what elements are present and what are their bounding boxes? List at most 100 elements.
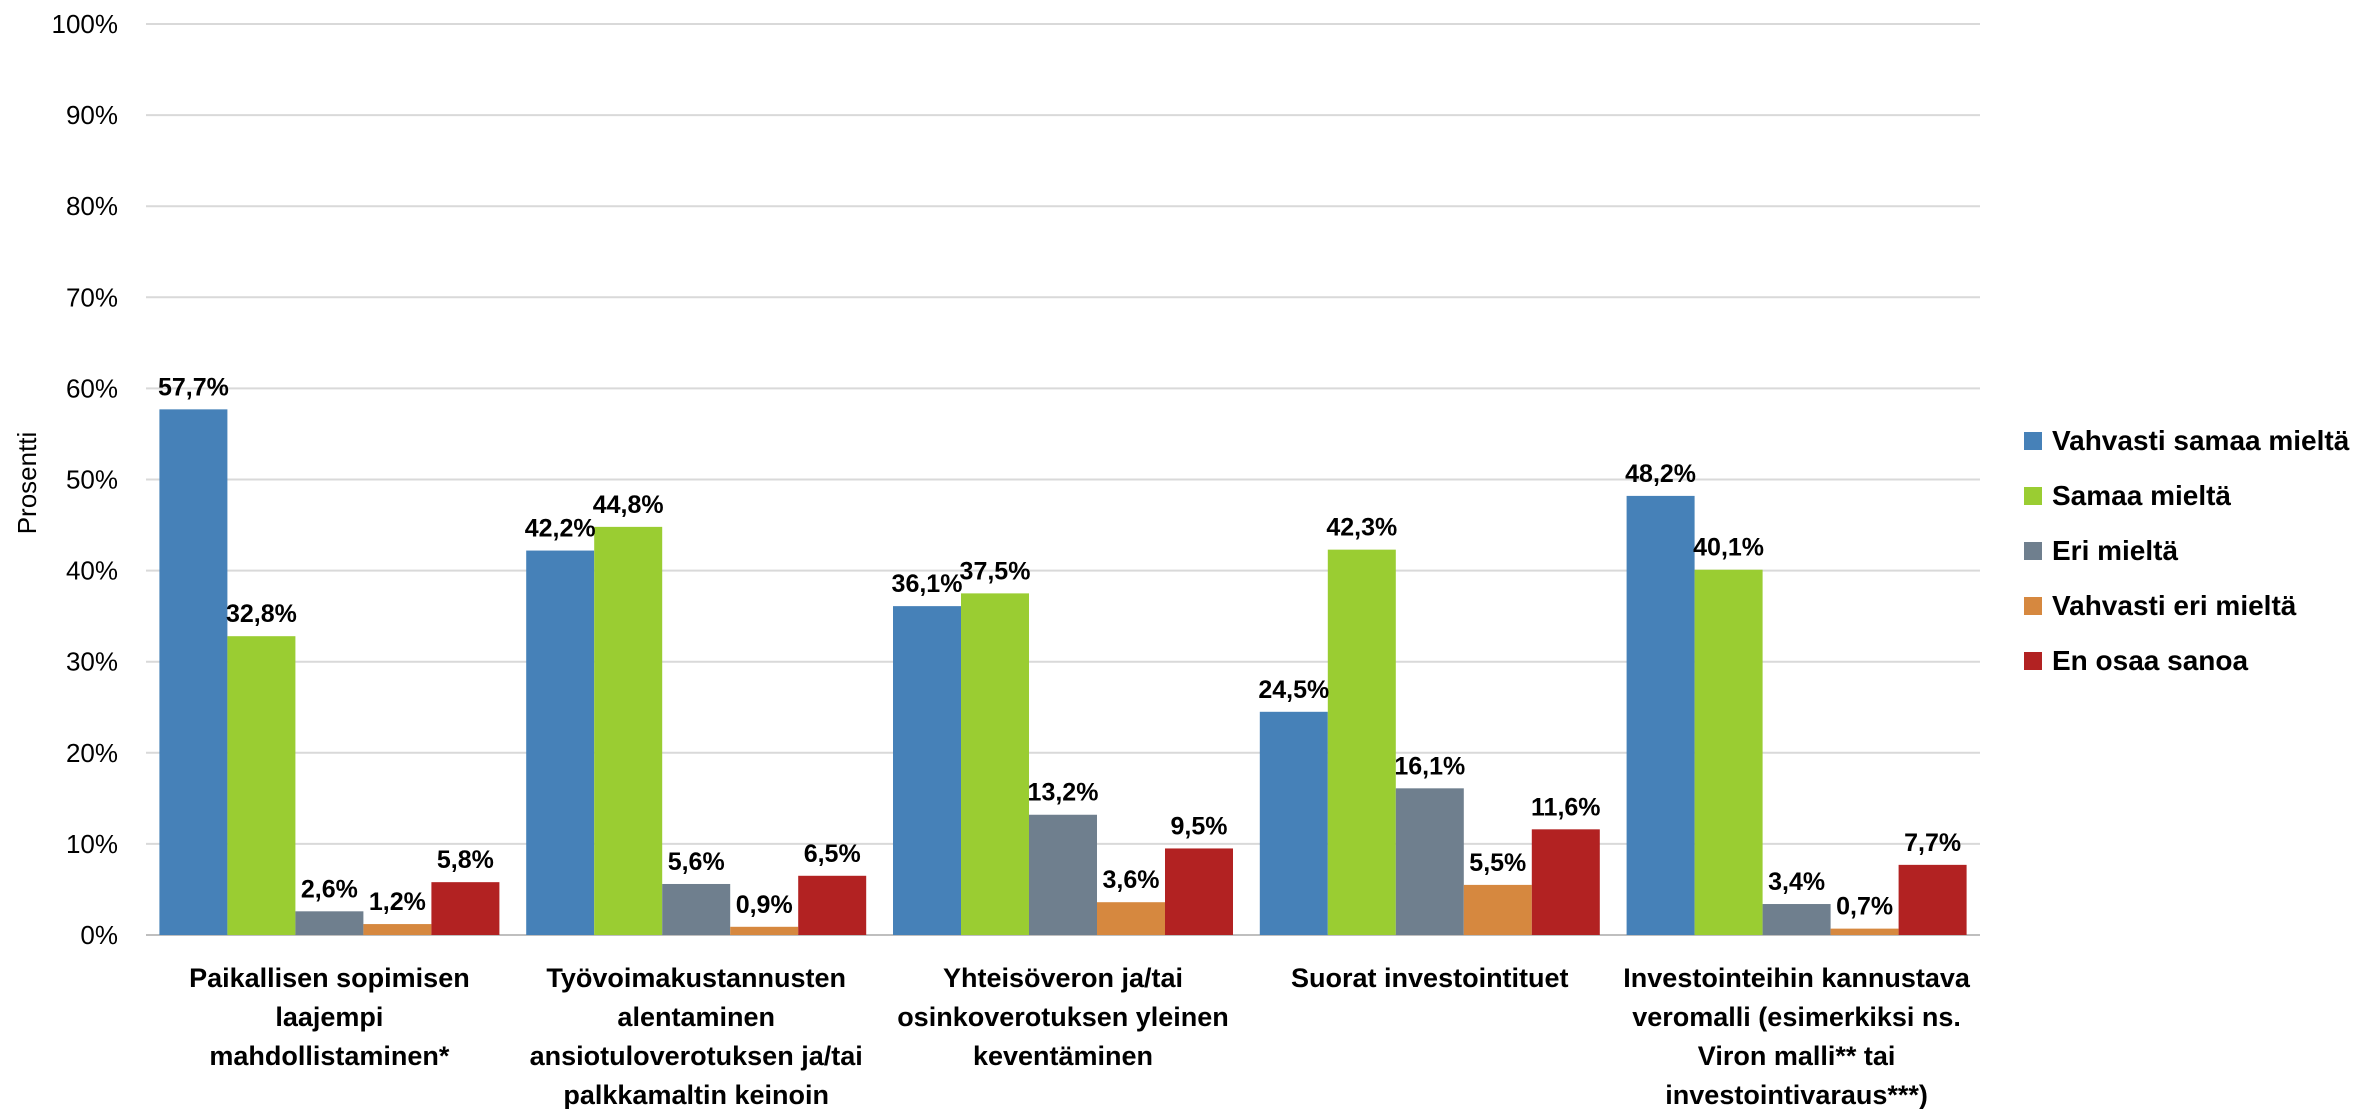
legend-item: Vahvasti eri mieltä [2024, 590, 2297, 621]
data-label: 37,5% [960, 557, 1031, 585]
bar [961, 593, 1029, 935]
y-tick-label: 20% [66, 738, 118, 768]
category-label-line: osinkoverotuksen yleinen [897, 1002, 1229, 1032]
bar [798, 875, 867, 935]
bar [1327, 549, 1396, 935]
y-tick-label: 30% [66, 647, 118, 677]
bar [1626, 495, 1695, 935]
legend-item: Vahvasti samaa mieltä [2024, 425, 2350, 456]
bar [526, 550, 595, 935]
category-label-line: investointivaraus***) [1665, 1080, 1928, 1109]
data-label: 5,5% [1469, 849, 1526, 877]
legend-label: Samaa mieltä [2052, 480, 2231, 511]
category-label: Investointeihin kannustava veromalli (esi… [1623, 963, 1971, 1109]
y-tick-label: 70% [66, 282, 118, 312]
y-tick-label: 80% [66, 191, 118, 221]
bar [1694, 569, 1763, 935]
bar [159, 409, 228, 935]
bar [1097, 902, 1165, 935]
bars [159, 409, 1967, 935]
y-tick-label: 100% [52, 9, 119, 39]
data-label: 44,8% [593, 491, 664, 519]
data-label: 5,8% [437, 846, 494, 874]
data-label: 3,6% [1103, 866, 1160, 894]
legend-label: Vahvasti samaa mieltä [2052, 425, 2350, 456]
bar [1830, 928, 1899, 935]
data-label: 2,6% [301, 875, 358, 903]
bar [431, 882, 500, 935]
legend-item: En osaa sanoa [2024, 645, 2249, 676]
legend-label: En osaa sanoa [2052, 645, 2249, 676]
data-label: 36,1% [892, 570, 963, 598]
data-label: 42,3% [1326, 514, 1397, 542]
category-label-line: Työvoimakustannusten [546, 963, 846, 993]
legend-item: Samaa mieltä [2024, 480, 2231, 511]
category-label-line: ansiotuloverotuksen ja/tai [530, 1041, 863, 1071]
data-label: 48,2% [1625, 460, 1696, 488]
category-label-line: Suorat investointituet [1291, 963, 1569, 993]
data-label: 0,7% [1836, 893, 1893, 921]
y-tick-label: 90% [66, 100, 118, 130]
bar [1395, 788, 1464, 935]
category-label-line: Yhteisöveron ja/tai [943, 963, 1183, 993]
category-label-line: laajempi [275, 1002, 383, 1032]
data-label: 5,6% [668, 848, 725, 876]
legend: Vahvasti samaa mieltä Samaa mieltä Eri mie… [2024, 425, 2350, 676]
legend-swatch [2024, 542, 2042, 560]
category-label: Paikallisen sopimisen laajempi mahdollista… [189, 963, 470, 1071]
data-label: 7,7% [1904, 829, 1961, 857]
y-axis-ticks: 0% 10% 20% 30% 40% 50% 60% 70% 80% 90% 100% [52, 9, 119, 950]
y-tick-label: 50% [66, 465, 118, 495]
category-label-line: Investointeihin kannustava [1623, 963, 1971, 993]
data-label: 13,2% [1028, 779, 1099, 807]
bar [1463, 884, 1532, 935]
category-label: Suorat investointituet [1291, 963, 1569, 993]
data-label: 11,6% [1531, 793, 1601, 821]
data-label: 32,8% [226, 600, 297, 628]
bar [363, 924, 432, 935]
category-label-line: Paikallisen sopimisen [189, 963, 470, 993]
data-label: 9,5% [1171, 812, 1228, 840]
bar [594, 526, 663, 935]
data-label: 3,4% [1768, 868, 1825, 896]
bar [662, 883, 731, 935]
legend-swatch [2024, 652, 2042, 670]
bar [1898, 864, 1967, 935]
data-label: 6,5% [804, 840, 861, 868]
y-tick-label: 10% [66, 829, 118, 859]
y-tick-label: 40% [66, 556, 118, 586]
category-labels: Paikallisen sopimisen laajempi mahdollista… [189, 963, 1971, 1110]
bar [1762, 904, 1831, 935]
data-labels: 57,7% 42,2% 36,1% 24,5% 48,2% 32,8% 44,8% 37,5%… [158, 373, 1961, 920]
bar [730, 926, 799, 935]
bar [893, 606, 961, 935]
legend-swatch [2024, 432, 2042, 450]
legend-swatch [2024, 597, 2042, 615]
gridlines [146, 23, 1980, 936]
bar [1165, 848, 1233, 935]
data-label: 40,1% [1693, 534, 1764, 562]
data-label: 0,9% [736, 891, 793, 919]
category-label-line: Viron malli** tai [1698, 1041, 1896, 1071]
category-label-line: keventäminen [973, 1041, 1153, 1071]
data-label: 42,2% [525, 515, 596, 543]
data-label: 57,7% [158, 373, 229, 401]
data-label: 16,1% [1394, 752, 1465, 780]
bar [1259, 711, 1328, 935]
category-label-line: veromalli (esimerkiksi ns. [1632, 1002, 1961, 1032]
legend-item: Eri mieltä [2024, 535, 2178, 566]
y-tick-label: 60% [66, 373, 118, 403]
legend-label: Vahvasti eri mieltä [2052, 590, 2297, 621]
data-label: 1,2% [369, 888, 426, 916]
category-label: Työvoimakustannusten alentaminen ansiotulo… [530, 963, 863, 1109]
bar [1029, 814, 1097, 935]
category-label-line: alentaminen [617, 1002, 775, 1032]
bar [295, 911, 364, 935]
data-label: 24,5% [1258, 676, 1329, 704]
category-label: Yhteisöveron ja/tai osinkoverotuksen ylei… [897, 963, 1229, 1071]
legend-swatch [2024, 487, 2042, 505]
category-label-line: palkkamaltin keinoin [563, 1080, 829, 1109]
y-axis-title: Prosentti [12, 432, 42, 535]
